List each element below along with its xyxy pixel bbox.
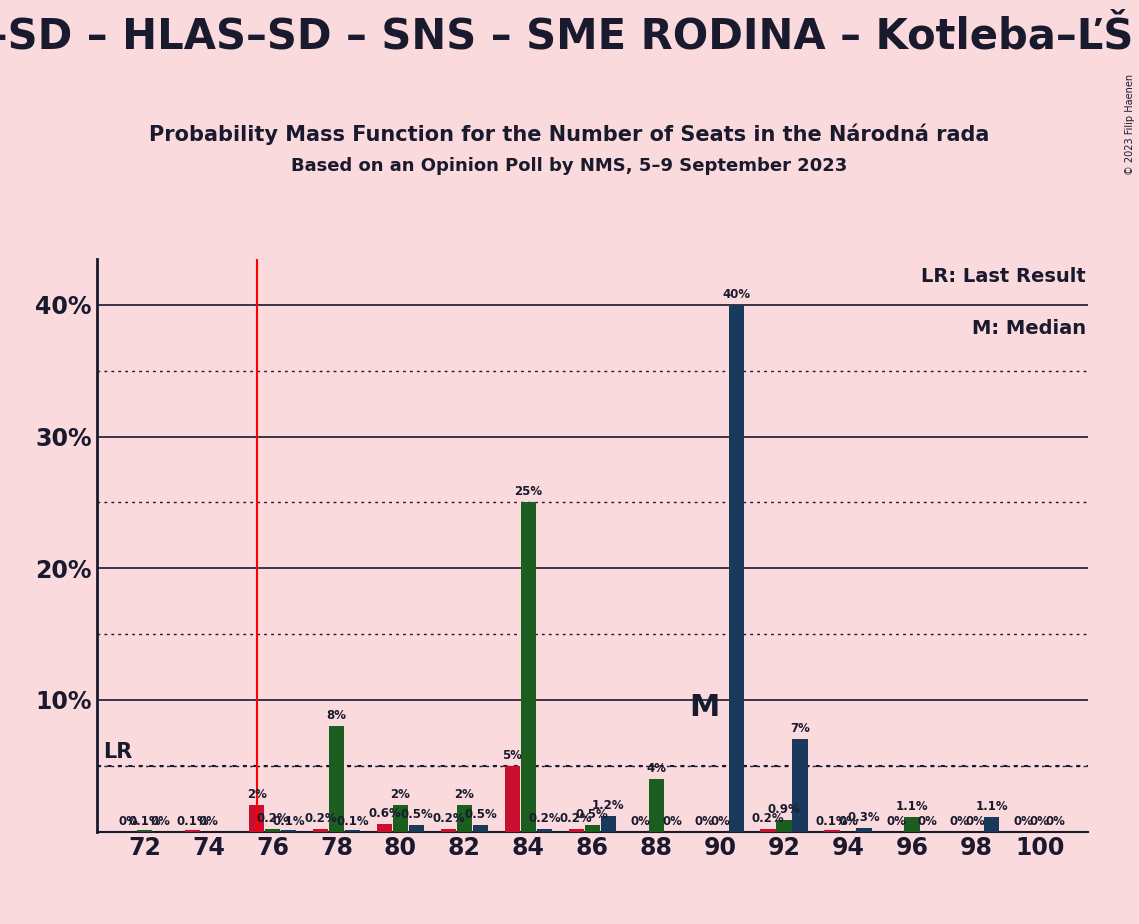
Text: 0%: 0% [711,815,730,828]
Text: Probability Mass Function for the Number of Seats in the Národná rada: Probability Mass Function for the Number… [149,123,990,145]
Bar [536,829,552,832]
Bar [377,823,392,832]
Bar [473,825,487,832]
Text: 0.1%: 0.1% [336,815,369,828]
Text: 25%: 25% [515,485,542,498]
Text: 1.1%: 1.1% [975,800,1008,813]
Bar [600,816,616,832]
Bar [345,831,360,832]
Bar [249,805,264,832]
Text: 4%: 4% [646,762,666,775]
Bar [729,305,744,832]
Text: M: Median: M: Median [972,319,1085,338]
Text: 0.1%: 0.1% [129,815,161,828]
Bar [568,829,584,832]
Text: 0%: 0% [950,815,969,828]
Text: 0%: 0% [1014,815,1034,828]
Text: 0.9%: 0.9% [768,803,801,816]
Bar [584,825,600,832]
Bar [777,820,792,832]
Text: 0.2%: 0.2% [752,812,785,825]
Bar [186,831,200,832]
Text: 8%: 8% [327,710,346,723]
Bar [265,829,280,832]
Text: 0.6%: 0.6% [368,807,401,820]
Text: 0%: 0% [1046,815,1066,828]
Text: 0%: 0% [838,815,858,828]
Bar [825,831,839,832]
Text: 0.3%: 0.3% [847,810,880,823]
Text: 0%: 0% [966,815,985,828]
Text: 0.2%: 0.2% [432,812,465,825]
Bar [984,817,999,832]
Bar [505,766,521,832]
Text: 5%: 5% [502,748,523,761]
Text: 2%: 2% [247,788,267,801]
Bar [393,805,408,832]
Text: 0%: 0% [150,815,171,828]
Bar [857,828,871,832]
Bar [313,829,328,832]
Bar [904,817,919,832]
Text: 1.1%: 1.1% [895,800,928,813]
Text: Based on an Opinion Poll by NMS, 5–9 September 2023: Based on an Opinion Poll by NMS, 5–9 Sep… [292,157,847,176]
Text: LR: LR [104,742,132,761]
Bar [409,825,424,832]
Text: 0.2%: 0.2% [560,812,592,825]
Bar [137,831,153,832]
Bar [457,805,472,832]
Bar [521,503,536,832]
Text: 1.2%: 1.2% [592,799,624,812]
Text: 0.1%: 0.1% [177,815,210,828]
Bar [329,726,344,832]
Text: 0.1%: 0.1% [272,815,305,828]
Bar [793,739,808,832]
Text: 0%: 0% [662,815,682,828]
Text: 0%: 0% [118,815,139,828]
Text: M: M [689,693,720,723]
Text: 0%: 0% [918,815,937,828]
Text: 0.5%: 0.5% [576,808,608,821]
Text: 7%: 7% [790,723,810,736]
Bar [441,829,456,832]
Bar [648,779,664,832]
Text: er–SD – HLAS–SD – SNS – SME RODINA – Kotleba–ĽŠ: er–SD – HLAS–SD – SNS – SME RODINA – Kot… [0,16,1133,58]
Text: 0.2%: 0.2% [304,812,337,825]
Text: 0.5%: 0.5% [400,808,433,821]
Text: 40%: 40% [722,288,751,301]
Bar [281,831,296,832]
Text: 0%: 0% [886,815,906,828]
Bar [761,829,776,832]
Text: © 2023 Filip Haenen: © 2023 Filip Haenen [1125,74,1134,175]
Text: 0%: 0% [199,815,219,828]
Text: 0.5%: 0.5% [464,808,497,821]
Text: 0.2%: 0.2% [256,812,289,825]
Text: 0%: 0% [695,815,714,828]
Text: 0.2%: 0.2% [528,812,560,825]
Text: 2%: 2% [391,788,410,801]
Text: 2%: 2% [454,788,474,801]
Text: 0.1%: 0.1% [816,815,849,828]
Text: 0%: 0% [1030,815,1050,828]
Text: 0%: 0% [630,815,650,828]
Text: LR: Last Result: LR: Last Result [921,267,1085,286]
